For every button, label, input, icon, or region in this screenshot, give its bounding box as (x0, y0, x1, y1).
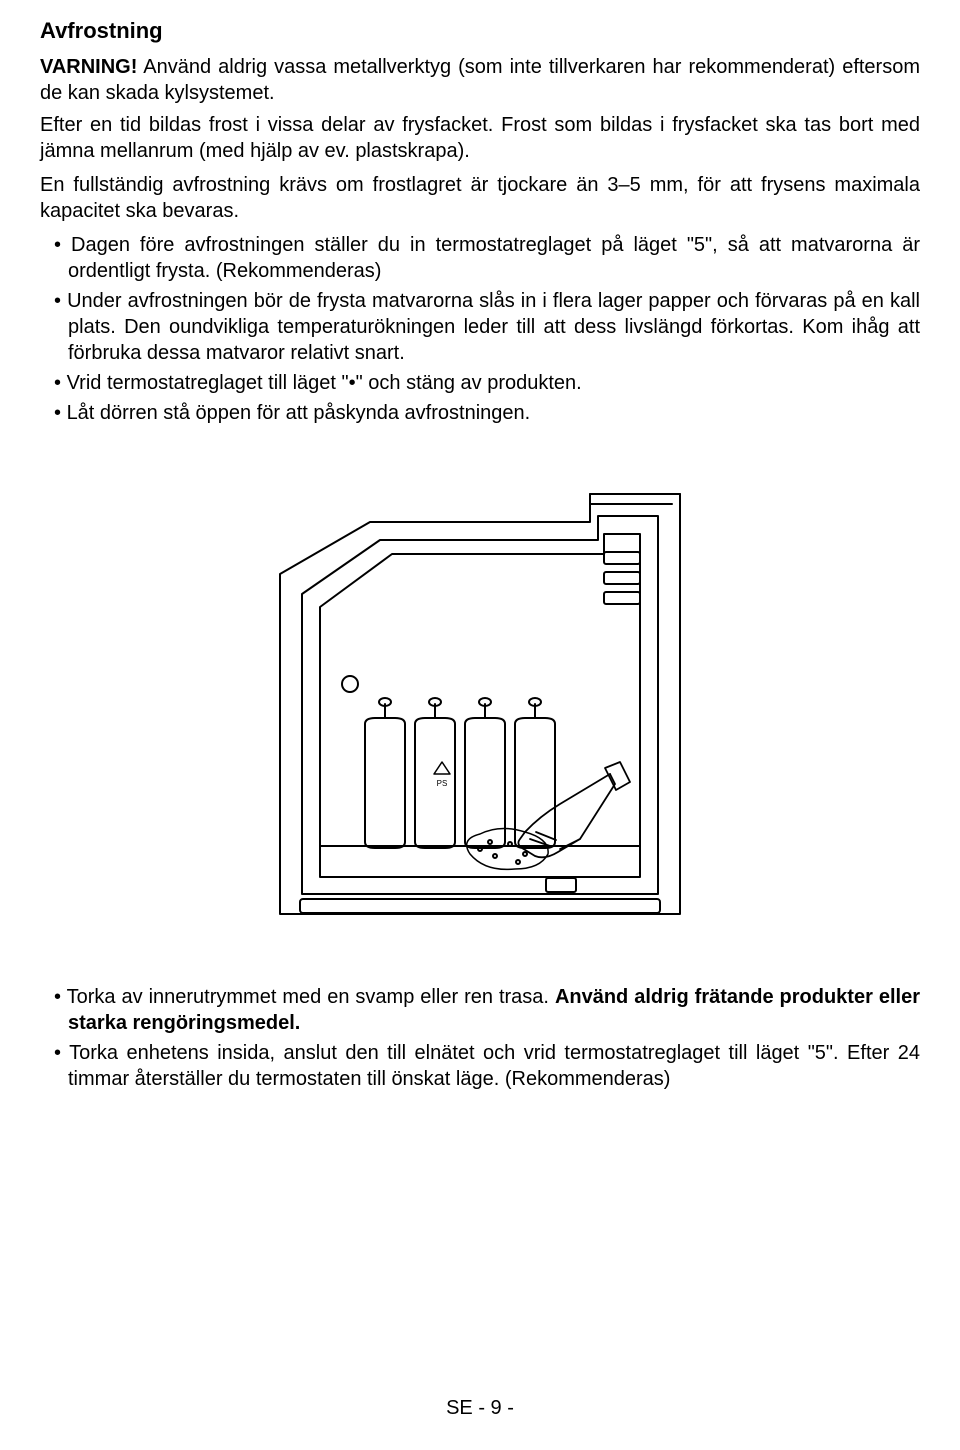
recycle-label: PS (437, 779, 448, 788)
section-title: Avfrostning (40, 18, 920, 44)
manual-page: Avfrostning VARNING! Använd aldrig vassa… (0, 0, 960, 1450)
paragraph-2: En fullständig avfrostning krävs om fros… (40, 172, 920, 224)
warning-paragraph: VARNING! Använd aldrig vassa metallverkt… (40, 54, 920, 106)
list-item: Låt dörren stå öppen för att påskynda av… (40, 400, 920, 426)
freezer-diagram: PS (220, 444, 740, 954)
list2-item1-plain: Torka av innerutrymmet med en svamp elle… (67, 986, 555, 1008)
warning-label: VARNING! (40, 56, 137, 78)
paragraph-1: Efter en tid bildas frost i vissa delar … (40, 112, 920, 164)
bullet-list-1: Dagen före avfrostningen ställer du in t… (40, 232, 920, 426)
list-item: Under avfrostningen bör de frysta matvar… (40, 288, 920, 366)
list-item: Vrid termostatreglaget till läget "•" oc… (40, 370, 920, 396)
page-footer: SE - 9 - (0, 1397, 960, 1420)
bullet-list-2: Torka av innerutrymmet med en svamp elle… (40, 984, 920, 1092)
warning-text: Använd aldrig vassa metallverktyg (som i… (40, 56, 920, 104)
list-item: Torka enhetens insida, anslut den till e… (40, 1040, 920, 1092)
list-item: Dagen före avfrostningen ställer du in t… (40, 232, 920, 284)
list-item: Torka av innerutrymmet med en svamp elle… (40, 984, 920, 1036)
